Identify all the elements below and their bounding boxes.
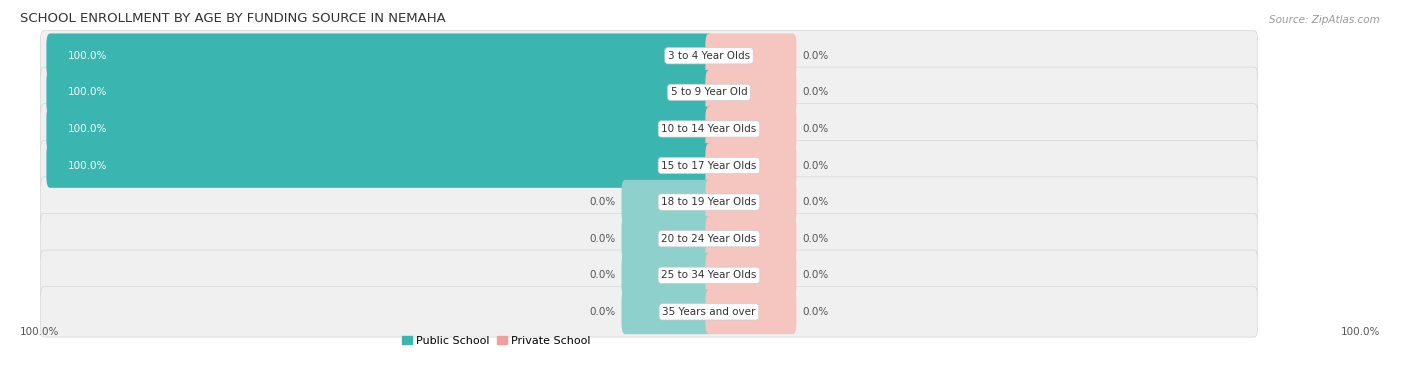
FancyBboxPatch shape — [41, 31, 1258, 81]
FancyBboxPatch shape — [706, 216, 796, 261]
Text: 100.0%: 100.0% — [67, 87, 107, 97]
Text: 0.0%: 0.0% — [803, 234, 828, 244]
FancyBboxPatch shape — [41, 250, 1258, 300]
FancyBboxPatch shape — [41, 140, 1258, 191]
Text: 0.0%: 0.0% — [803, 197, 828, 207]
Text: 0.0%: 0.0% — [803, 87, 828, 97]
FancyBboxPatch shape — [706, 253, 796, 297]
FancyBboxPatch shape — [706, 107, 796, 151]
Text: 100.0%: 100.0% — [67, 51, 107, 61]
Text: 18 to 19 Year Olds: 18 to 19 Year Olds — [661, 197, 756, 207]
Text: 3 to 4 Year Olds: 3 to 4 Year Olds — [668, 51, 749, 61]
Text: 0.0%: 0.0% — [803, 307, 828, 317]
FancyBboxPatch shape — [706, 34, 796, 78]
FancyBboxPatch shape — [46, 70, 713, 115]
Text: 100.0%: 100.0% — [67, 161, 107, 170]
Text: 0.0%: 0.0% — [589, 234, 616, 244]
FancyBboxPatch shape — [41, 177, 1258, 227]
FancyBboxPatch shape — [41, 213, 1258, 264]
FancyBboxPatch shape — [41, 104, 1258, 154]
FancyBboxPatch shape — [41, 67, 1258, 118]
Text: 0.0%: 0.0% — [589, 197, 616, 207]
Text: 35 Years and over: 35 Years and over — [662, 307, 755, 317]
Text: 0.0%: 0.0% — [803, 124, 828, 134]
Text: 5 to 9 Year Old: 5 to 9 Year Old — [671, 87, 748, 97]
FancyBboxPatch shape — [621, 290, 713, 334]
Text: 0.0%: 0.0% — [589, 270, 616, 280]
Text: 0.0%: 0.0% — [803, 270, 828, 280]
Text: 20 to 24 Year Olds: 20 to 24 Year Olds — [661, 234, 756, 244]
Text: 15 to 17 Year Olds: 15 to 17 Year Olds — [661, 161, 756, 170]
FancyBboxPatch shape — [706, 70, 796, 115]
FancyBboxPatch shape — [706, 290, 796, 334]
FancyBboxPatch shape — [621, 180, 713, 224]
FancyBboxPatch shape — [46, 143, 713, 188]
FancyBboxPatch shape — [706, 143, 796, 188]
Text: 100.0%: 100.0% — [20, 327, 59, 337]
FancyBboxPatch shape — [46, 107, 713, 151]
Text: SCHOOL ENROLLMENT BY AGE BY FUNDING SOURCE IN NEMAHA: SCHOOL ENROLLMENT BY AGE BY FUNDING SOUR… — [20, 12, 446, 25]
Text: 100.0%: 100.0% — [67, 124, 107, 134]
Text: 100.0%: 100.0% — [1340, 327, 1379, 337]
Text: 0.0%: 0.0% — [803, 51, 828, 61]
Text: 10 to 14 Year Olds: 10 to 14 Year Olds — [661, 124, 756, 134]
Text: Source: ZipAtlas.com: Source: ZipAtlas.com — [1270, 15, 1379, 25]
Text: 0.0%: 0.0% — [803, 161, 828, 170]
FancyBboxPatch shape — [621, 216, 713, 261]
FancyBboxPatch shape — [706, 180, 796, 224]
Text: 25 to 34 Year Olds: 25 to 34 Year Olds — [661, 270, 756, 280]
Legend: Public School, Private School: Public School, Private School — [402, 336, 591, 346]
FancyBboxPatch shape — [46, 34, 713, 78]
FancyBboxPatch shape — [621, 253, 713, 297]
Text: 0.0%: 0.0% — [589, 307, 616, 317]
FancyBboxPatch shape — [41, 287, 1258, 337]
